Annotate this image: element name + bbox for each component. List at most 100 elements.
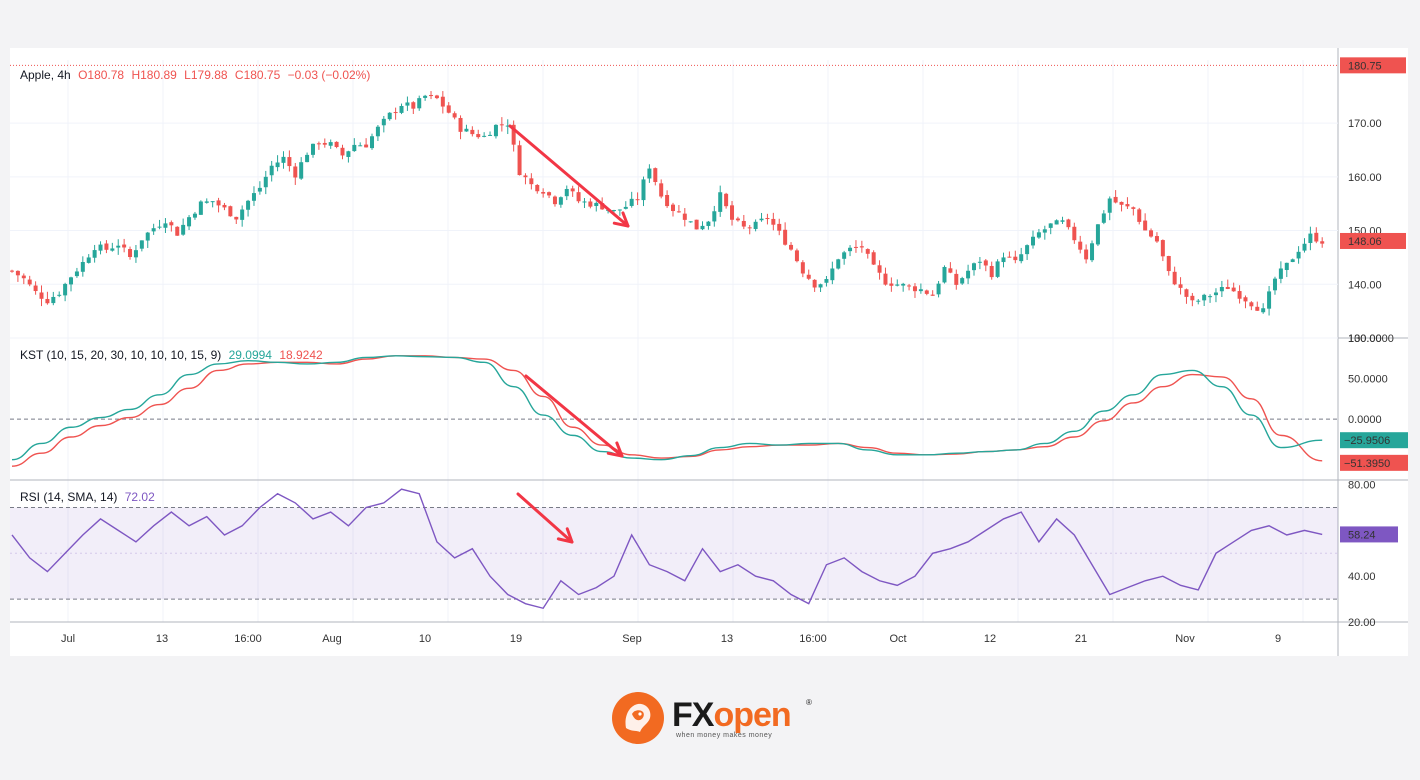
candle-down — [1125, 204, 1130, 207]
rsi-legend: RSI (14, SMA, 14) 72.02 — [20, 490, 159, 504]
candle-down — [1237, 291, 1242, 299]
candle-down — [169, 222, 174, 226]
candle-down — [440, 96, 445, 107]
candle-up — [157, 226, 162, 228]
candle-up — [1302, 243, 1307, 251]
rsi-tick-label: 80.00 — [1348, 480, 1376, 492]
candle-down — [1149, 230, 1154, 237]
candle-down — [771, 218, 776, 225]
candle-down — [1255, 306, 1260, 311]
candle-up — [210, 201, 215, 203]
candle-up — [1202, 294, 1207, 301]
price-tick-label: 140.00 — [1348, 279, 1382, 291]
candle-down — [765, 218, 770, 220]
candle-up — [753, 221, 758, 229]
candle-up — [901, 283, 906, 286]
candle-up — [1060, 220, 1065, 222]
candle-down — [128, 249, 133, 258]
candle-up — [405, 102, 410, 106]
candle-up — [1031, 236, 1036, 246]
candle-up — [1101, 213, 1106, 223]
candle-down — [476, 134, 481, 138]
candle-down — [665, 194, 670, 207]
candle-down — [1078, 241, 1083, 250]
candle-up — [151, 228, 156, 232]
candle-down — [794, 250, 799, 262]
time-tick-label: Jul — [61, 633, 75, 645]
candle-down — [287, 157, 292, 167]
candle-down — [45, 298, 50, 304]
candle-up — [977, 261, 982, 263]
time-tick-label: Sep — [622, 633, 642, 645]
candle-down — [853, 246, 858, 248]
kst-signal-badge-label: −51.3950 — [1344, 458, 1390, 470]
rsi-badge-label: 58.24 — [1348, 529, 1376, 541]
candle-down — [1320, 241, 1325, 244]
candle-down — [429, 95, 434, 97]
candle-down — [499, 124, 504, 126]
candle-up — [623, 206, 628, 209]
candle-down — [1184, 289, 1189, 297]
candle-up — [145, 232, 150, 241]
candle-down — [523, 175, 528, 178]
candle-down — [1243, 297, 1248, 302]
candle-down — [104, 243, 109, 250]
candle-up — [86, 257, 91, 263]
candle-down — [789, 244, 794, 250]
candle-up — [641, 179, 646, 201]
candle-up — [1267, 291, 1272, 309]
candle-down — [983, 260, 988, 266]
change-value: −0.03 (−0.02%) — [287, 68, 371, 82]
low-value: L179.88 — [184, 68, 228, 82]
rsi-line — [11, 488, 1323, 610]
candle-up — [370, 136, 375, 149]
candle-up — [1219, 287, 1224, 292]
candle-down — [334, 141, 339, 147]
candle-down — [340, 147, 345, 156]
candle-up — [688, 221, 693, 223]
candle-up — [1272, 278, 1277, 291]
candle-up — [818, 284, 823, 288]
candle-down — [411, 102, 416, 109]
candle-up — [493, 124, 498, 137]
candle-up — [830, 268, 835, 281]
candle-down — [671, 204, 675, 212]
candle-down — [871, 252, 876, 265]
candle-down — [21, 275, 26, 279]
candle-up — [712, 211, 717, 222]
candle-up — [936, 283, 941, 295]
candle-down — [234, 216, 239, 220]
kst-tick-label: 0.0000 — [1348, 414, 1382, 426]
candle-down — [777, 223, 782, 231]
time-tick-label: Aug — [322, 633, 342, 645]
candle-up — [617, 209, 622, 211]
candle-up — [381, 118, 386, 126]
candle-down — [812, 279, 817, 288]
candle-up — [246, 200, 251, 210]
candle-down — [228, 206, 233, 217]
candle-up — [139, 240, 144, 249]
candle-down — [659, 183, 664, 197]
kst-signal-line — [11, 355, 1323, 467]
candle-down — [1066, 219, 1071, 228]
rsi-band-fill — [10, 507, 1338, 600]
logo-registered: ® — [806, 698, 812, 707]
candle-up — [918, 289, 923, 292]
candle-down — [122, 244, 127, 248]
candle-up — [1208, 296, 1213, 298]
candle-up — [1261, 308, 1266, 313]
candle-down — [1314, 232, 1319, 242]
time-tick-label: Nov — [1175, 633, 1195, 645]
time-tick-label: 12 — [984, 633, 996, 645]
candle-down — [541, 192, 546, 194]
candle-down — [1249, 302, 1254, 307]
candle-up — [1090, 243, 1095, 261]
candle-down — [783, 229, 788, 245]
price-tick-label: 160.00 — [1348, 172, 1382, 184]
kst-downtrend-arrow-head — [606, 441, 624, 458]
candle-down — [948, 268, 953, 273]
candle-up — [1213, 292, 1218, 296]
candle-down — [1225, 286, 1230, 289]
candle-up — [700, 225, 705, 230]
candle-up — [1284, 262, 1289, 271]
